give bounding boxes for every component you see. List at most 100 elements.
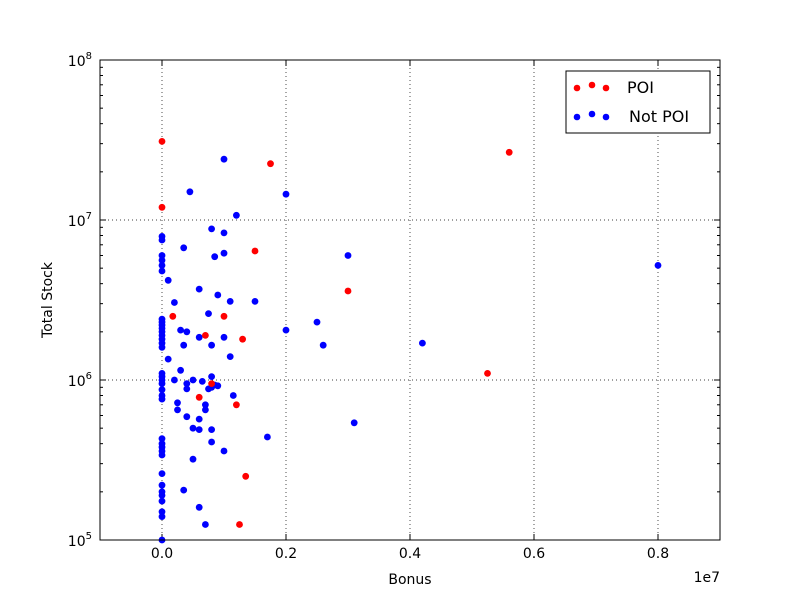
legend-marker-not-poi <box>573 113 581 121</box>
data-point-not-poi <box>189 455 197 463</box>
data-point-not-poi <box>183 385 191 393</box>
data-point-not-poi <box>205 385 212 393</box>
data-point-not-poi <box>158 252 166 259</box>
data-point-not-poi <box>214 382 222 390</box>
data-point-not-poi <box>158 267 166 275</box>
legend-marker-poi <box>573 84 581 92</box>
y-tick-label: 106 <box>68 371 92 390</box>
data-point-not-poi <box>220 229 228 237</box>
data-point-poi <box>251 247 259 255</box>
data-point-not-poi <box>220 333 228 341</box>
data-point-not-poi <box>214 291 222 299</box>
x-axis-label: Bonus <box>388 572 431 588</box>
data-point-not-poi <box>195 503 203 511</box>
data-point-poi <box>158 138 166 145</box>
data-point-not-poi <box>195 426 203 433</box>
data-point-not-poi <box>189 424 197 432</box>
data-point-not-poi <box>158 513 166 520</box>
legend-marker-poi <box>602 84 610 92</box>
data-point-not-poi <box>158 481 166 489</box>
data-point-not-poi <box>186 188 194 196</box>
data-point-not-poi <box>177 326 185 334</box>
data-point-not-poi <box>319 341 327 349</box>
y-tick-label: 108 <box>68 51 92 70</box>
y-tick-label: 105 <box>68 531 92 550</box>
data-point-poi <box>242 472 250 480</box>
data-point-not-poi <box>158 262 166 269</box>
data-point-not-poi <box>226 353 234 360</box>
data-point-poi <box>239 335 247 343</box>
data-point-not-poi <box>208 426 216 433</box>
data-point-not-poi <box>282 190 290 198</box>
data-point-not-poi <box>180 341 188 349</box>
x-tick-label: 0.6 <box>523 546 545 562</box>
data-point-not-poi <box>202 406 209 414</box>
data-point-not-poi <box>208 438 216 446</box>
data-point-poi <box>236 521 243 528</box>
data-point-not-poi <box>208 373 216 380</box>
data-point-poi <box>169 312 177 320</box>
data-point-not-poi <box>202 401 209 409</box>
data-point-not-poi <box>195 333 203 341</box>
data-point-not-poi <box>158 386 166 394</box>
x-tick-label: 0.8 <box>647 546 669 562</box>
data-point-not-poi <box>174 399 181 407</box>
data-point-poi <box>344 287 352 295</box>
y-tick-label: 107 <box>68 211 92 230</box>
data-point-poi <box>195 393 203 401</box>
data-point-not-poi <box>158 380 166 387</box>
data-point-not-poi <box>229 392 237 399</box>
data-point-not-poi <box>350 419 358 427</box>
data-point-not-poi <box>189 376 197 384</box>
data-point-not-poi <box>264 433 271 441</box>
data-point-not-poi <box>205 310 212 317</box>
legend-marker-not-poi <box>588 110 596 118</box>
data-point-not-poi <box>282 326 290 334</box>
data-point-not-poi <box>226 298 234 305</box>
data-point-not-poi <box>171 299 178 306</box>
data-point-not-poi <box>344 252 352 259</box>
data-point-poi <box>233 401 240 409</box>
data-point-poi <box>220 312 228 320</box>
data-point-not-poi <box>211 253 219 261</box>
data-point-not-poi <box>164 276 172 284</box>
data-point-not-poi <box>177 366 185 374</box>
data-point-not-poi <box>158 395 166 403</box>
legend-marker-poi <box>588 81 596 89</box>
data-point-poi <box>484 370 491 377</box>
x-axis-offset-label: 1e7 <box>694 570 720 586</box>
data-point-not-poi <box>164 355 172 363</box>
data-point-not-poi <box>195 285 203 293</box>
data-point-not-poi <box>183 328 191 336</box>
data-point-not-poi <box>202 521 209 528</box>
data-point-not-poi <box>195 415 203 423</box>
data-point-poi <box>505 148 513 156</box>
data-point-not-poi <box>158 236 166 244</box>
data-point-not-poi <box>158 256 166 264</box>
data-point-not-poi <box>158 470 166 477</box>
data-point-poi <box>208 380 216 387</box>
data-point-not-poi <box>158 343 166 351</box>
data-point-not-poi <box>158 508 166 516</box>
y-tick-labels: 105 106 107 108 <box>68 51 92 550</box>
data-point-not-poi <box>158 492 166 499</box>
data-point-not-poi <box>220 249 228 257</box>
data-point-not-poi <box>419 339 426 347</box>
data-point-not-poi <box>220 155 228 163</box>
data-point-not-poi <box>183 380 191 387</box>
data-point-poi <box>267 160 274 168</box>
data-points <box>158 138 662 544</box>
legend-label-not-poi: Not POI <box>629 107 689 126</box>
data-point-not-poi <box>208 341 216 349</box>
data-point-not-poi <box>180 244 188 252</box>
data-point-not-poi <box>174 406 181 414</box>
legend: POI Not POI <box>565 70 711 134</box>
data-point-not-poi <box>158 497 166 505</box>
data-point-not-poi <box>171 376 178 384</box>
x-tick-labels: 0.0 0.2 0.4 0.6 0.8 <box>151 546 669 562</box>
data-point-not-poi <box>158 451 166 459</box>
data-point-not-poi <box>208 225 216 233</box>
y-axis-label: Total Stock <box>40 261 56 339</box>
x-tick-label: 0.2 <box>275 546 297 562</box>
